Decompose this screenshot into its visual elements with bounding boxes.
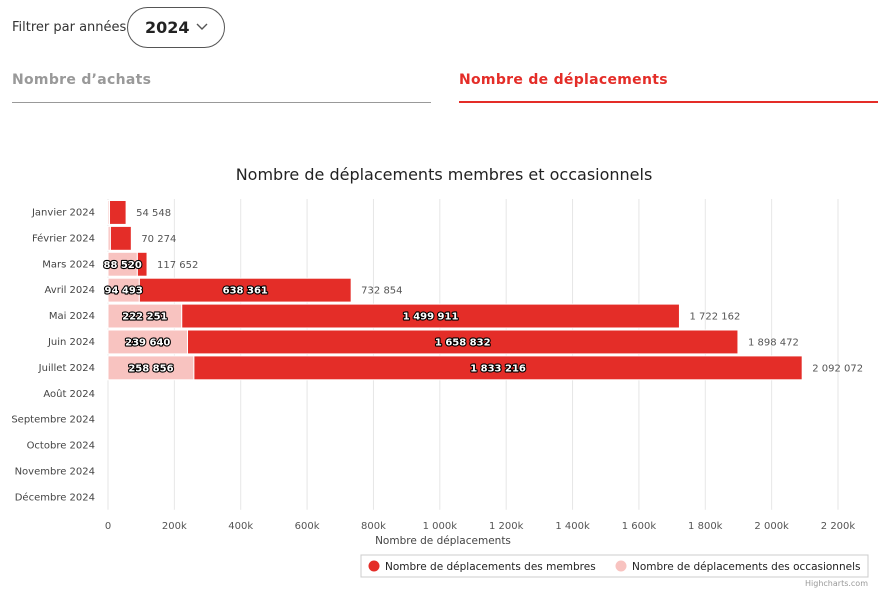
category-label: Juillet 2024 <box>38 363 95 374</box>
category-label: Juin 2024 <box>47 337 95 348</box>
data-label-occasionnels: 222 251 <box>122 312 167 323</box>
x-tick-label: 1 600k <box>622 521 657 532</box>
x-tick-label: 1 000k <box>423 521 458 532</box>
data-label-membres: 638 361 <box>223 286 268 297</box>
data-label-occasionnels: 258 856 <box>128 363 173 374</box>
legend-item-occasionnels: Nombre de déplacements des occasionnels <box>632 561 860 573</box>
year-select-value: 2024 <box>145 18 190 37</box>
category-label: Octobre 2024 <box>27 441 95 452</box>
legend-symbol-membres <box>368 560 380 572</box>
bar-membres[interactable] <box>181 303 680 329</box>
bar-membres[interactable] <box>109 225 132 251</box>
category-label: Avril 2024 <box>45 285 95 296</box>
legend-item-membres: Nombre de déplacements des membres <box>385 561 596 573</box>
category-label: Septembre 2024 <box>11 415 95 426</box>
total-label: 117 652 <box>157 260 198 271</box>
x-tick-label: 600k <box>295 521 320 532</box>
total-label: 1 722 162 <box>689 312 740 323</box>
bar-membres[interactable] <box>193 355 803 381</box>
data-label-membres: 1 658 832 <box>435 337 491 348</box>
category-label: Août 2024 <box>43 388 95 400</box>
x-tick-label: 2 000k <box>754 521 789 532</box>
data-label-occasionnels: 88 520 <box>104 260 142 271</box>
highcharts-credits[interactable]: Highcharts.com <box>805 579 868 588</box>
bar-membres[interactable] <box>187 329 739 355</box>
year-select[interactable]: 2024 <box>127 7 225 48</box>
bar-membres[interactable] <box>138 277 352 303</box>
x-tick-label: 1 200k <box>489 521 524 532</box>
category-label: Février 2024 <box>32 232 95 244</box>
tab-deplacements[interactable]: Nombre de déplacements <box>459 72 668 88</box>
data-label-occasionnels: 239 640 <box>125 337 170 348</box>
data-label-membres: 1 833 216 <box>470 363 526 374</box>
x-tick-label: 200k <box>162 521 187 532</box>
category-label: Janvier 2024 <box>31 207 95 218</box>
chart-title: Nombre de déplacements membres et occasi… <box>236 165 653 184</box>
category-label: Mars 2024 <box>42 259 95 270</box>
chart: Nombre de déplacements membres et occasi… <box>11 165 869 578</box>
tab-deplacements-underline <box>459 101 878 103</box>
x-tick-label: 800k <box>361 521 386 532</box>
x-tick-label: 2 200k <box>821 521 856 532</box>
x-tick-label: 1 800k <box>688 521 723 532</box>
tab-achats[interactable]: Nombre d’achats <box>12 72 152 88</box>
x-tick-label: 400k <box>228 521 253 532</box>
category-label: Décembre 2024 <box>15 491 95 503</box>
total-label: 1 898 472 <box>748 337 799 348</box>
chevron-down-icon <box>196 23 208 30</box>
category-label: Novembre 2024 <box>15 466 95 477</box>
data-label-membres: 1 499 911 <box>403 312 459 323</box>
x-tick-label: 1 400k <box>555 521 590 532</box>
category-label: Mai 2024 <box>49 311 95 322</box>
data-label-occasionnels: 94 493 <box>105 286 143 297</box>
bar-membres[interactable] <box>136 251 148 277</box>
tab-achats-underline <box>12 102 431 103</box>
bar-membres[interactable] <box>109 200 127 225</box>
legend <box>360 554 869 578</box>
total-label: 732 854 <box>361 286 402 297</box>
x-tick-label: 0 <box>105 521 111 532</box>
legend-symbol-occasionnels <box>615 560 627 572</box>
x-axis-title: Nombre de déplacements <box>375 535 511 547</box>
filter-label: Filtrer par années <box>12 20 127 35</box>
total-label: 54 548 <box>136 208 171 219</box>
total-label: 70 274 <box>141 234 176 245</box>
total-label: 2 092 072 <box>812 363 863 374</box>
